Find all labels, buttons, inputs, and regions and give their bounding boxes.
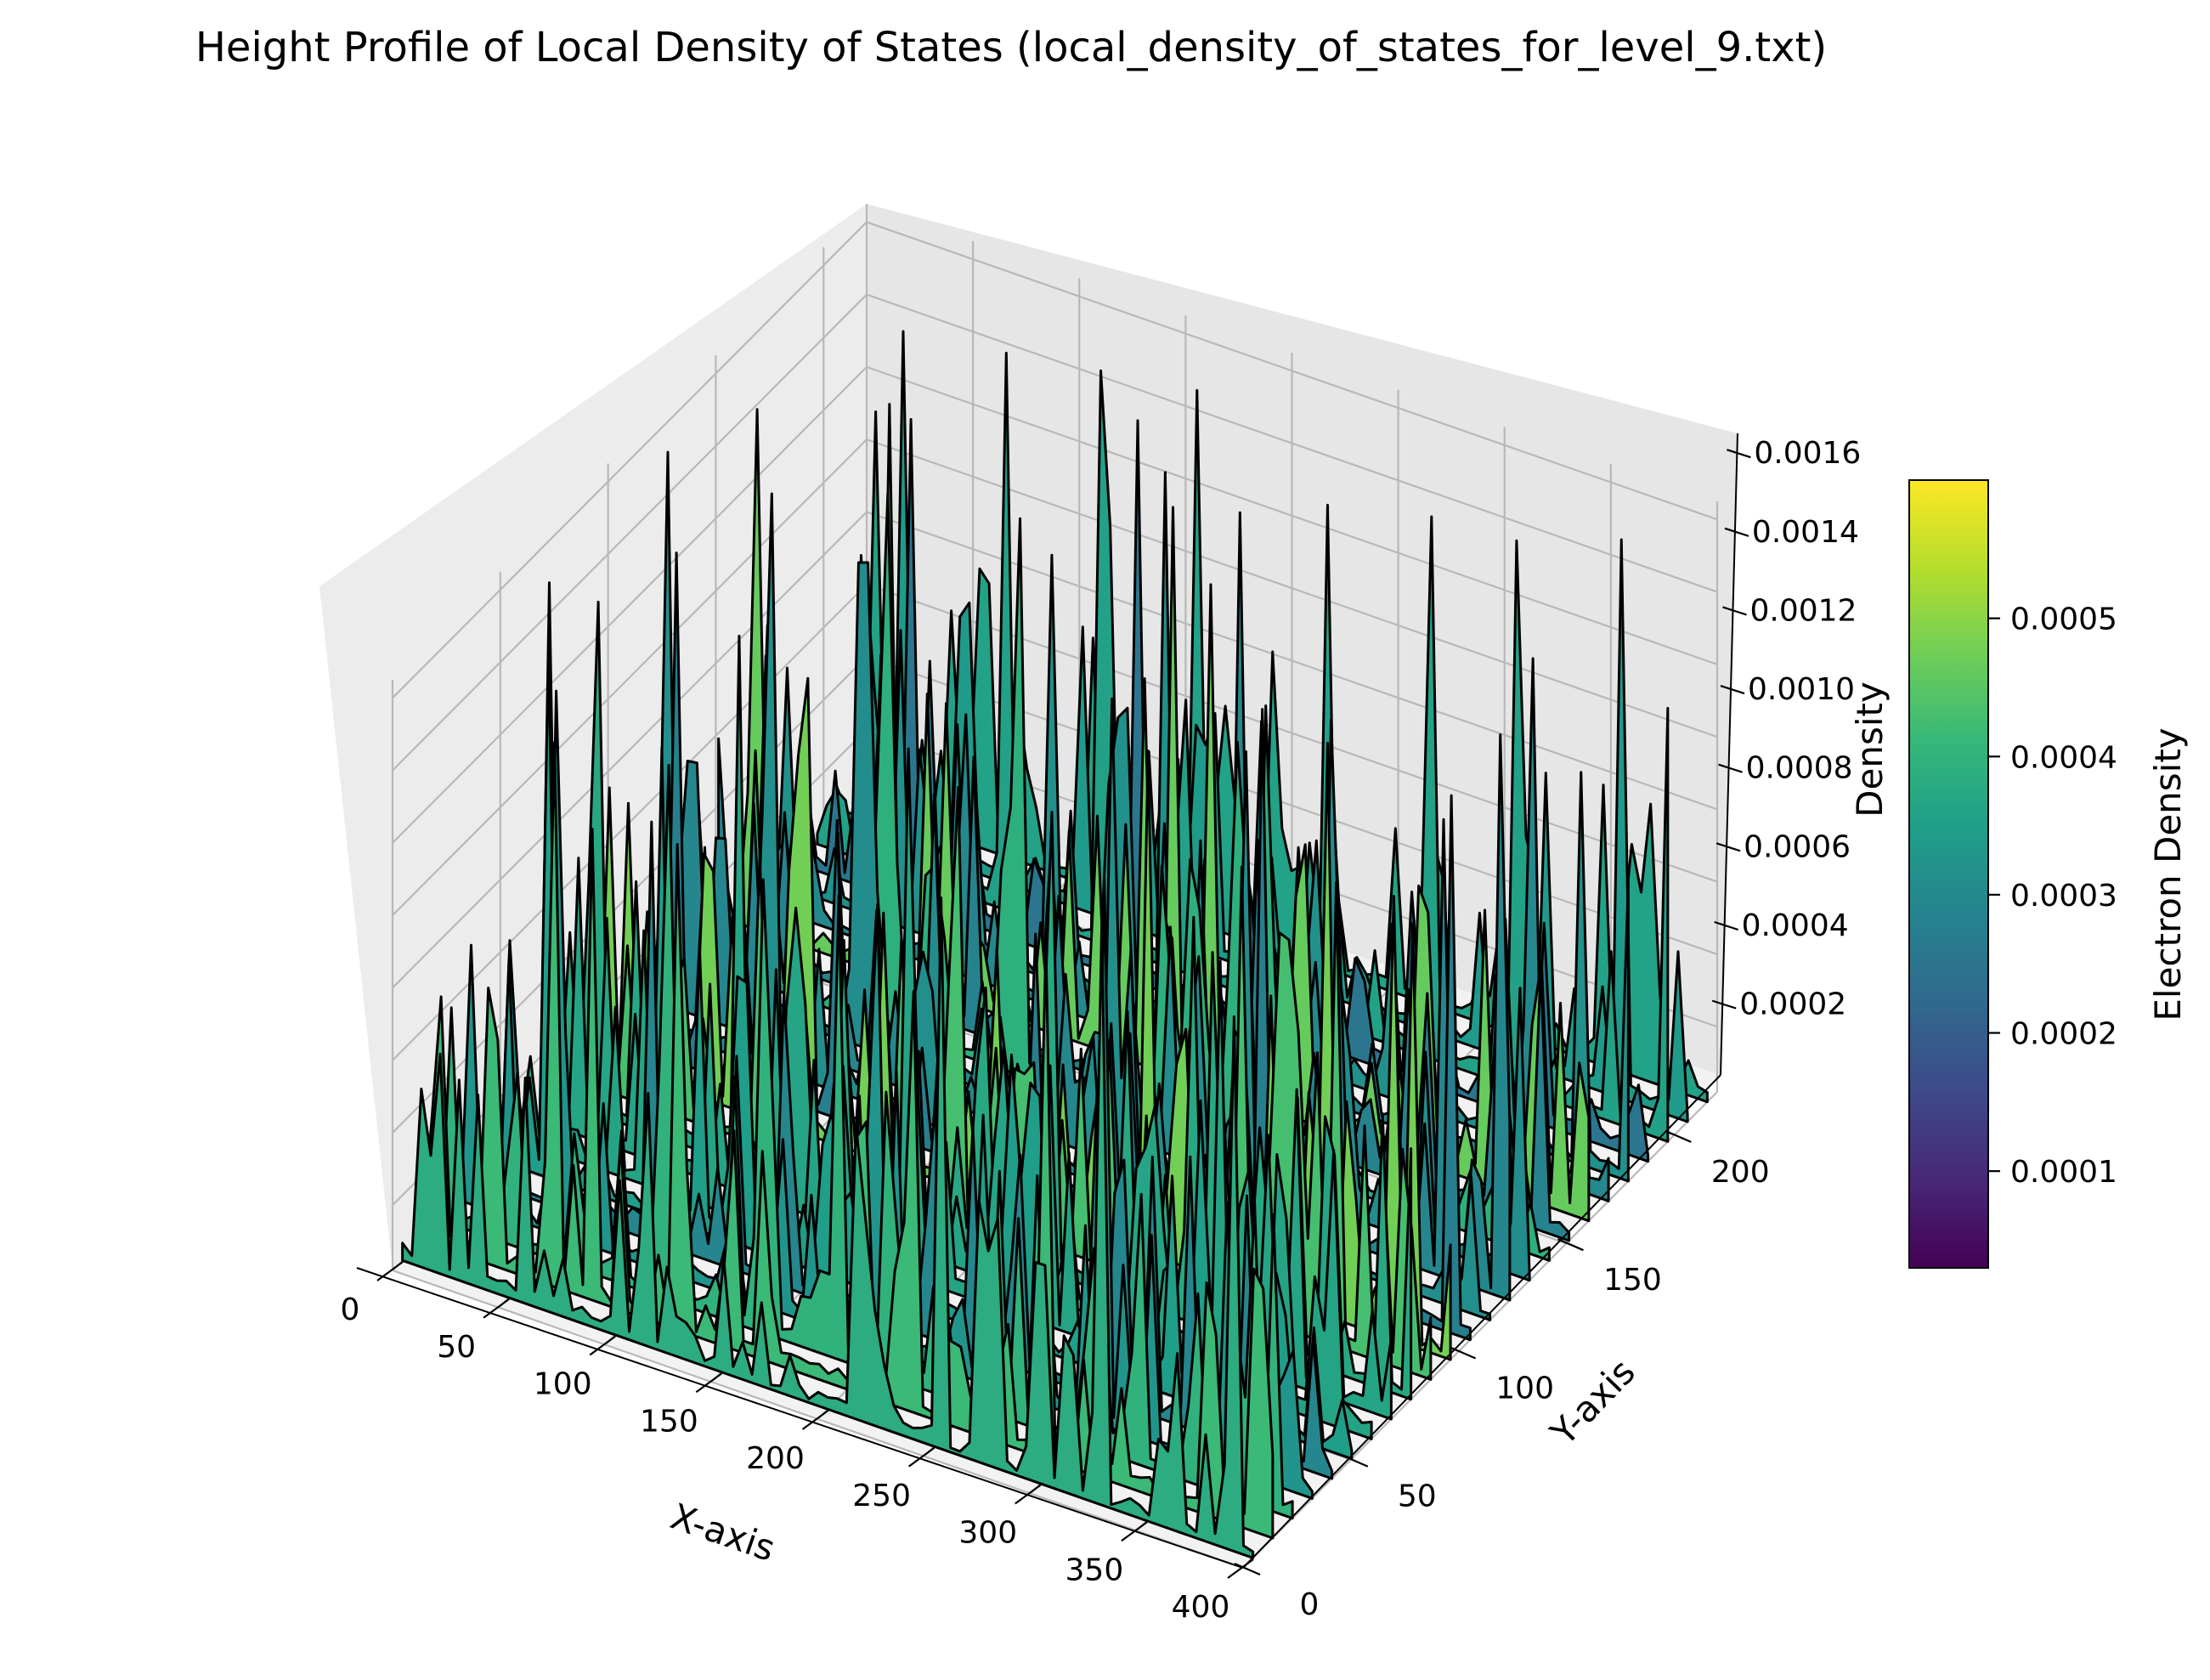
z-tick	[1722, 606, 1747, 616]
x-tick-label: 350	[1065, 1553, 1124, 1587]
x-tick-label: 400	[1172, 1590, 1230, 1625]
z-tick-label: 0.0016	[1754, 436, 1861, 471]
y-tick	[1557, 1238, 1584, 1252]
z-tick	[1724, 527, 1749, 537]
z-tick-label: 0.0006	[1744, 829, 1851, 864]
x-axis-line	[356, 1267, 1244, 1569]
y-tick	[1450, 1346, 1477, 1360]
z-tick-label: 0.0008	[1746, 751, 1853, 786]
colorbar-tick-label: 0.0004	[2010, 740, 2117, 775]
x-tick	[589, 1335, 616, 1356]
x-tick-label: 50	[437, 1330, 476, 1365]
y-tick-label: 150	[1603, 1263, 1662, 1298]
colorbar-label: Electron Density	[2147, 727, 2189, 1021]
x-tick	[1121, 1521, 1148, 1542]
x-tick	[1015, 1484, 1042, 1505]
z-tick	[1718, 763, 1743, 773]
colorbar-tick-label: 0.0005	[2010, 602, 2117, 637]
y-tick	[1234, 1562, 1261, 1576]
x-tick-label: 200	[746, 1441, 805, 1476]
y-tick-label: 0	[1300, 1587, 1320, 1622]
colorbar-tick-label: 0.0002	[2010, 1017, 2117, 1052]
density-surface	[401, 330, 1709, 1559]
z-tick	[1727, 449, 1751, 459]
x-tick	[376, 1261, 404, 1281]
y-tick-label: 100	[1495, 1371, 1554, 1406]
z-tick	[1711, 999, 1737, 1010]
z-tick	[1715, 842, 1741, 852]
x-tick-label: 250	[852, 1479, 911, 1513]
z-tick-label: 0.0014	[1752, 515, 1859, 550]
x-tick-label: 100	[534, 1367, 592, 1402]
z-tick	[1714, 920, 1738, 931]
y-tick-label: 50	[1398, 1479, 1437, 1514]
x-tick	[1227, 1558, 1254, 1579]
y-axis-ticks: 0 50 100 150 200	[1234, 1129, 1770, 1622]
colorbar: 0.0001 0.0002 0.0003 0.0004 0.0005 Electron …	[1908, 479, 2189, 1269]
x-axis-ticks: 0 50 100 150 200 250 300 350 400	[341, 1261, 1254, 1625]
y-axis-line	[1242, 1074, 1721, 1569]
y-tick	[1342, 1454, 1369, 1468]
z-tick-label: 0.0004	[1742, 908, 1849, 943]
z-tick-label: 0.0010	[1748, 672, 1855, 707]
z-gridline	[392, 221, 1718, 699]
z-tick	[1720, 685, 1745, 695]
x-tick	[483, 1298, 510, 1319]
z-axis-title: Density	[1849, 682, 1891, 817]
x-tick-label: 0	[341, 1293, 360, 1327]
x-axis-title: X-axis	[665, 1496, 780, 1570]
x-tick	[801, 1410, 829, 1430]
y-tick-label: 200	[1711, 1155, 1770, 1190]
z-axis-ticks: 0.0002 0.0004 0.0006 0.0008 0.0010 0.0012 0.00…	[1711, 436, 1861, 1022]
plot-3d-axes: 0 50 100 150 200 250 300 350 400 0 50 100 150 200 0.…	[319, 204, 1891, 1625]
z-tick-label: 0.0012	[1749, 593, 1857, 628]
x-tick	[695, 1372, 723, 1394]
x-tick-label: 150	[640, 1404, 698, 1439]
colorbar-tick-label: 0.0003	[2010, 879, 2117, 914]
colorbar-tick-label: 0.0001	[2010, 1155, 2117, 1190]
chart-title: Height Profile of Local Density of State…	[195, 24, 1827, 71]
z-tick-label: 0.0002	[1739, 987, 1846, 1022]
x-tick-label: 300	[958, 1516, 1017, 1551]
x-gridline	[1242, 1091, 1718, 1569]
y-axis-title: Y-axis	[1542, 1351, 1643, 1454]
colorbar-ticks: 0.0001 0.0002 0.0003 0.0004 0.0005	[1988, 602, 2117, 1190]
surface-ridge	[401, 896, 1255, 1559]
colorbar-gradient	[1908, 479, 1989, 1269]
x-tick	[907, 1446, 935, 1468]
y-tick	[1665, 1129, 1692, 1143]
z-axis-line	[1720, 433, 1738, 1076]
